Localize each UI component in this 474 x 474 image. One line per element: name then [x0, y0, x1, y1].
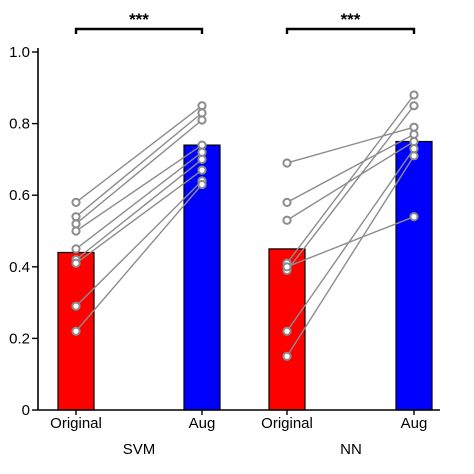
x-tick-label: Original: [50, 415, 102, 432]
y-tick-label: 1.0: [9, 44, 30, 61]
paired-lines: [75, 94, 415, 357]
significance-markers: *** ***: [74, 10, 416, 34]
y-tick-label: 0.6: [9, 187, 30, 204]
point-aug: [197, 147, 207, 157]
point-aug: [409, 129, 419, 139]
paired-points: [71, 90, 419, 361]
point-aug: [197, 101, 207, 111]
pair-line: [286, 155, 415, 357]
significance-label: ***: [129, 10, 149, 29]
pair-line: [75, 169, 203, 264]
pair-line: [75, 119, 203, 225]
point-original: [282, 351, 292, 361]
point-original: [71, 258, 81, 268]
point-original: [71, 197, 81, 207]
point-original: [282, 215, 292, 225]
point-original: [71, 244, 81, 254]
point-aug: [197, 154, 207, 164]
pair-line: [75, 184, 203, 332]
pair-line: [75, 158, 203, 261]
point-original: [71, 219, 81, 229]
point-original: [71, 301, 81, 311]
point-aug: [409, 144, 419, 154]
bar-nn-aug: [395, 140, 433, 411]
pair-line: [286, 105, 415, 271]
point-original: [71, 212, 81, 222]
pair-line: [75, 112, 203, 218]
pair-line: [286, 140, 415, 221]
pair-line: [286, 94, 415, 264]
y-tick-label: 0.2: [9, 330, 30, 347]
x-axis: Original Aug SVM Original Aug NN: [38, 409, 440, 458]
pair-line: [75, 151, 203, 250]
point-original: [282, 262, 292, 272]
point-aug: [197, 108, 207, 118]
y-tick-label: 0: [22, 402, 30, 419]
significance-bracket: [285, 27, 416, 34]
point-aug: [197, 115, 207, 125]
y-tick-label: 0.8: [9, 116, 30, 133]
point-aug: [197, 140, 207, 150]
pair-line: [75, 144, 203, 232]
significance-label: ***: [341, 10, 361, 29]
bars: [57, 140, 433, 411]
point-aug: [409, 136, 419, 147]
x-tick-label: Original: [261, 415, 313, 432]
x-tick-label: Aug: [401, 415, 428, 432]
point-aug: [409, 151, 419, 161]
point-aug: [409, 90, 419, 100]
group-label: NN: [340, 441, 362, 458]
group-label: SVM: [123, 441, 156, 458]
point-aug: [409, 212, 419, 222]
point-aug: [409, 122, 419, 132]
point-original: [282, 158, 292, 168]
point-original: [71, 326, 81, 336]
point-aug: [409, 101, 419, 111]
point-original: [282, 197, 292, 207]
point-aug: [197, 165, 207, 175]
y-axis: 0 0.2 0.4 0.6 0.8 1.0: [9, 44, 39, 419]
pair-line: [286, 133, 415, 203]
y-tick-label: 0.4: [9, 259, 30, 276]
bar-svm-aug: [183, 144, 221, 411]
pair-line: [75, 180, 203, 307]
point-aug: [197, 179, 207, 190]
point-original: [71, 226, 81, 236]
pair-line: [286, 216, 415, 268]
pair-line: [75, 105, 203, 203]
significance-bracket: [74, 27, 204, 34]
x-tick-label: Aug: [189, 415, 216, 432]
point-original: [282, 326, 292, 336]
pair-line: [286, 148, 415, 332]
